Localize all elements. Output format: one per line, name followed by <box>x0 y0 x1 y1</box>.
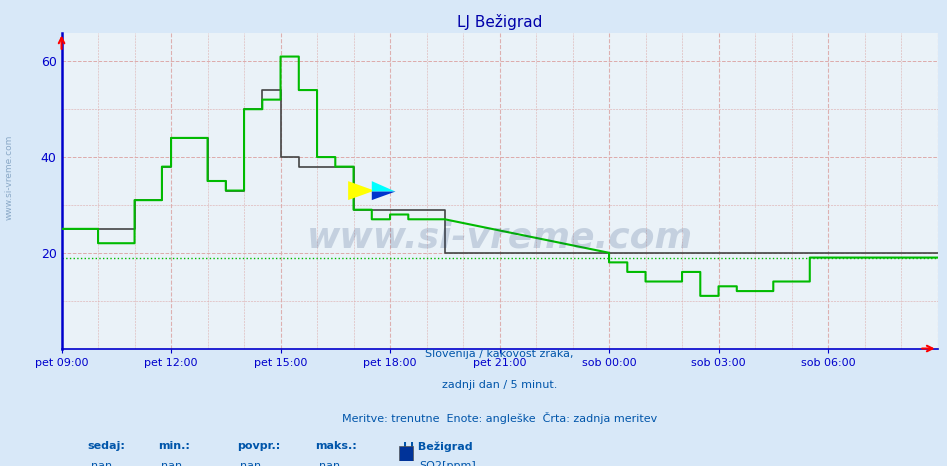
Text: povpr.:: povpr.: <box>237 441 280 451</box>
Text: -nan: -nan <box>88 461 113 466</box>
Text: maks.:: maks.: <box>315 441 357 451</box>
Text: SO2[ppm]: SO2[ppm] <box>419 461 475 466</box>
Bar <box>399 445 413 466</box>
Polygon shape <box>348 181 374 200</box>
Text: zadnji dan / 5 minut.: zadnji dan / 5 minut. <box>442 380 557 390</box>
Text: www.si-vreme.com: www.si-vreme.com <box>307 221 692 255</box>
Text: Slovenija / kakovost zraka,: Slovenija / kakovost zraka, <box>425 349 574 358</box>
Text: -nan: -nan <box>158 461 183 466</box>
Text: Meritve: trenutne  Enote: angleške  Črta: zadnja meritev: Meritve: trenutne Enote: angleške Črta: … <box>342 411 657 424</box>
Text: www.si-vreme.com: www.si-vreme.com <box>5 134 14 220</box>
Text: -nan: -nan <box>237 461 262 466</box>
Text: LJ Bežigrad: LJ Bežigrad <box>403 441 473 452</box>
Text: sedaj:: sedaj: <box>88 441 126 451</box>
Polygon shape <box>372 192 396 200</box>
Polygon shape <box>372 181 396 192</box>
Text: min.:: min.: <box>158 441 189 451</box>
Text: -nan: -nan <box>315 461 341 466</box>
Title: LJ Bežigrad: LJ Bežigrad <box>456 14 543 30</box>
